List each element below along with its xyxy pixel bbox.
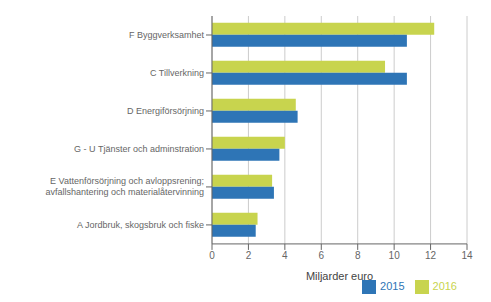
svg-text:8: 8 [355,250,361,261]
svg-text:14: 14 [461,250,473,261]
svg-text:A Jordbruk, skogsbruk och fisk: A Jordbruk, skogsbruk och fiske [77,220,204,230]
svg-text:D Energiförsörjning: D Energiförsörjning [127,106,204,116]
svg-text:6: 6 [319,250,325,261]
svg-text:2: 2 [246,250,252,261]
svg-text:4: 4 [282,250,288,261]
svg-text:C Tillverkning: C Tillverkning [150,68,204,78]
svg-text:0: 0 [209,250,215,261]
svg-text:10: 10 [389,250,401,261]
svg-text:G - U Tjänster och adminstrati: G - U Tjänster och adminstration [74,144,204,154]
svg-text:F Byggverksamhet: F Byggverksamhet [129,30,205,40]
html-text:2016: 2016 [432,279,457,292]
svg-text:Miljarder euro: Miljarder euro [306,270,373,282]
svg-text:E Vattenförsörjning och avlopp: E Vattenförsörjning och avloppsrening;av… [45,176,204,197]
html-text:2015: 2015 [380,279,405,292]
svg-text:12: 12 [425,250,437,261]
